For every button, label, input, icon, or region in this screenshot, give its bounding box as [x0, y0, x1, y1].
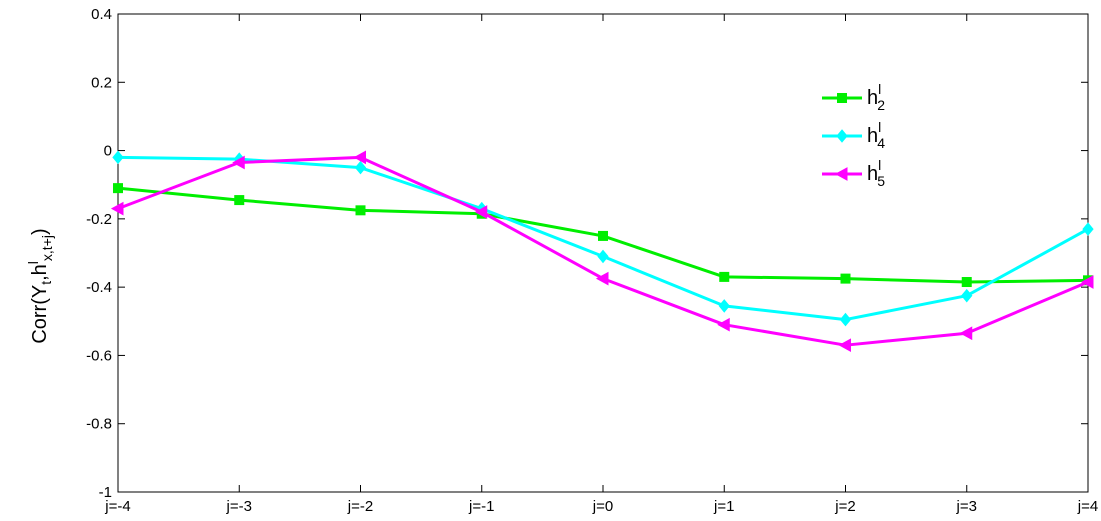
x-tick-label: j=-4: [104, 498, 130, 515]
y-tick-label: -0.4: [86, 279, 112, 296]
series-1-point: [840, 273, 851, 284]
legend-label-base: h: [867, 163, 878, 185]
x-tick-label: j=4: [1077, 498, 1098, 515]
series-2-point: [354, 160, 367, 175]
series-1-point: [113, 183, 123, 194]
x-tick-label: j=-1: [468, 498, 494, 515]
series-3-point: [474, 205, 488, 219]
y-tick-label: 0: [104, 143, 112, 160]
y-axis-label-suffix: ): [29, 228, 51, 235]
series-1-point: [355, 205, 366, 216]
series-1-point: [719, 271, 730, 282]
x-tick-label: j=1: [713, 498, 734, 515]
legend-label-sup: l: [878, 81, 881, 97]
legend-label-base: h: [867, 87, 878, 109]
x-tick-label: j=2: [834, 498, 855, 515]
series-3-point: [110, 201, 124, 216]
legend-label-sub: 5: [877, 173, 885, 189]
y-tick-label: 0.4: [91, 6, 112, 23]
y-axis-label-sub1: t: [38, 281, 54, 285]
y-axis-label: Corr(Yt,hlx,t+j): [25, 228, 55, 343]
y-axis-label-prefix: Corr(Y: [29, 285, 51, 344]
legend-label-sup: l: [878, 157, 881, 173]
legend-marker-3: [834, 167, 848, 181]
series-3-point: [232, 155, 245, 170]
series-3-point: [595, 271, 609, 286]
x-tick-label: j=0: [592, 498, 613, 515]
legend-label-1: hl 2: [867, 81, 885, 113]
y-tick-label: -0.6: [86, 347, 112, 364]
series-2-point: [839, 312, 852, 327]
x-tick-label: j=-3: [226, 498, 252, 515]
legend-label-sub: 2: [877, 97, 885, 113]
y-tick-label: 0.2: [91, 74, 112, 91]
series-2-point: [112, 150, 124, 165]
series-2-point: [961, 288, 973, 303]
series-3-point: [353, 150, 366, 165]
series-3-point: [838, 338, 851, 353]
legend-label-2: hl 4: [867, 119, 885, 151]
x-tick-label: j=-2: [347, 498, 373, 515]
y-axis-label-sup: l: [25, 261, 41, 264]
y-tick-label: -0.8: [86, 416, 112, 433]
series-1-point: [961, 277, 972, 288]
legend-label-base: h: [867, 125, 878, 147]
series-2-point: [1082, 222, 1094, 236]
series-3-point: [959, 326, 973, 341]
x-tick-label: j=3: [956, 498, 977, 515]
series-1-point: [234, 195, 245, 206]
series-3-point: [717, 317, 730, 332]
legend-marker-2: [836, 129, 848, 143]
series-2-point: [718, 299, 730, 313]
y-tick-label: -1: [99, 484, 112, 501]
y-axis-label-mid: ,h: [29, 264, 51, 281]
y-axis-label-sub2: x,t+j: [39, 235, 55, 261]
legend-label-sub: 4: [877, 135, 885, 151]
legend-label-sup: l: [878, 119, 881, 135]
y-tick-label: -0.2: [86, 211, 112, 228]
series-1-point: [598, 230, 608, 241]
legend-marker-1: [837, 93, 847, 103]
series-2-point: [597, 249, 609, 264]
series-3-point: [1080, 275, 1094, 289]
legend-label-3: hl 5: [867, 157, 885, 189]
